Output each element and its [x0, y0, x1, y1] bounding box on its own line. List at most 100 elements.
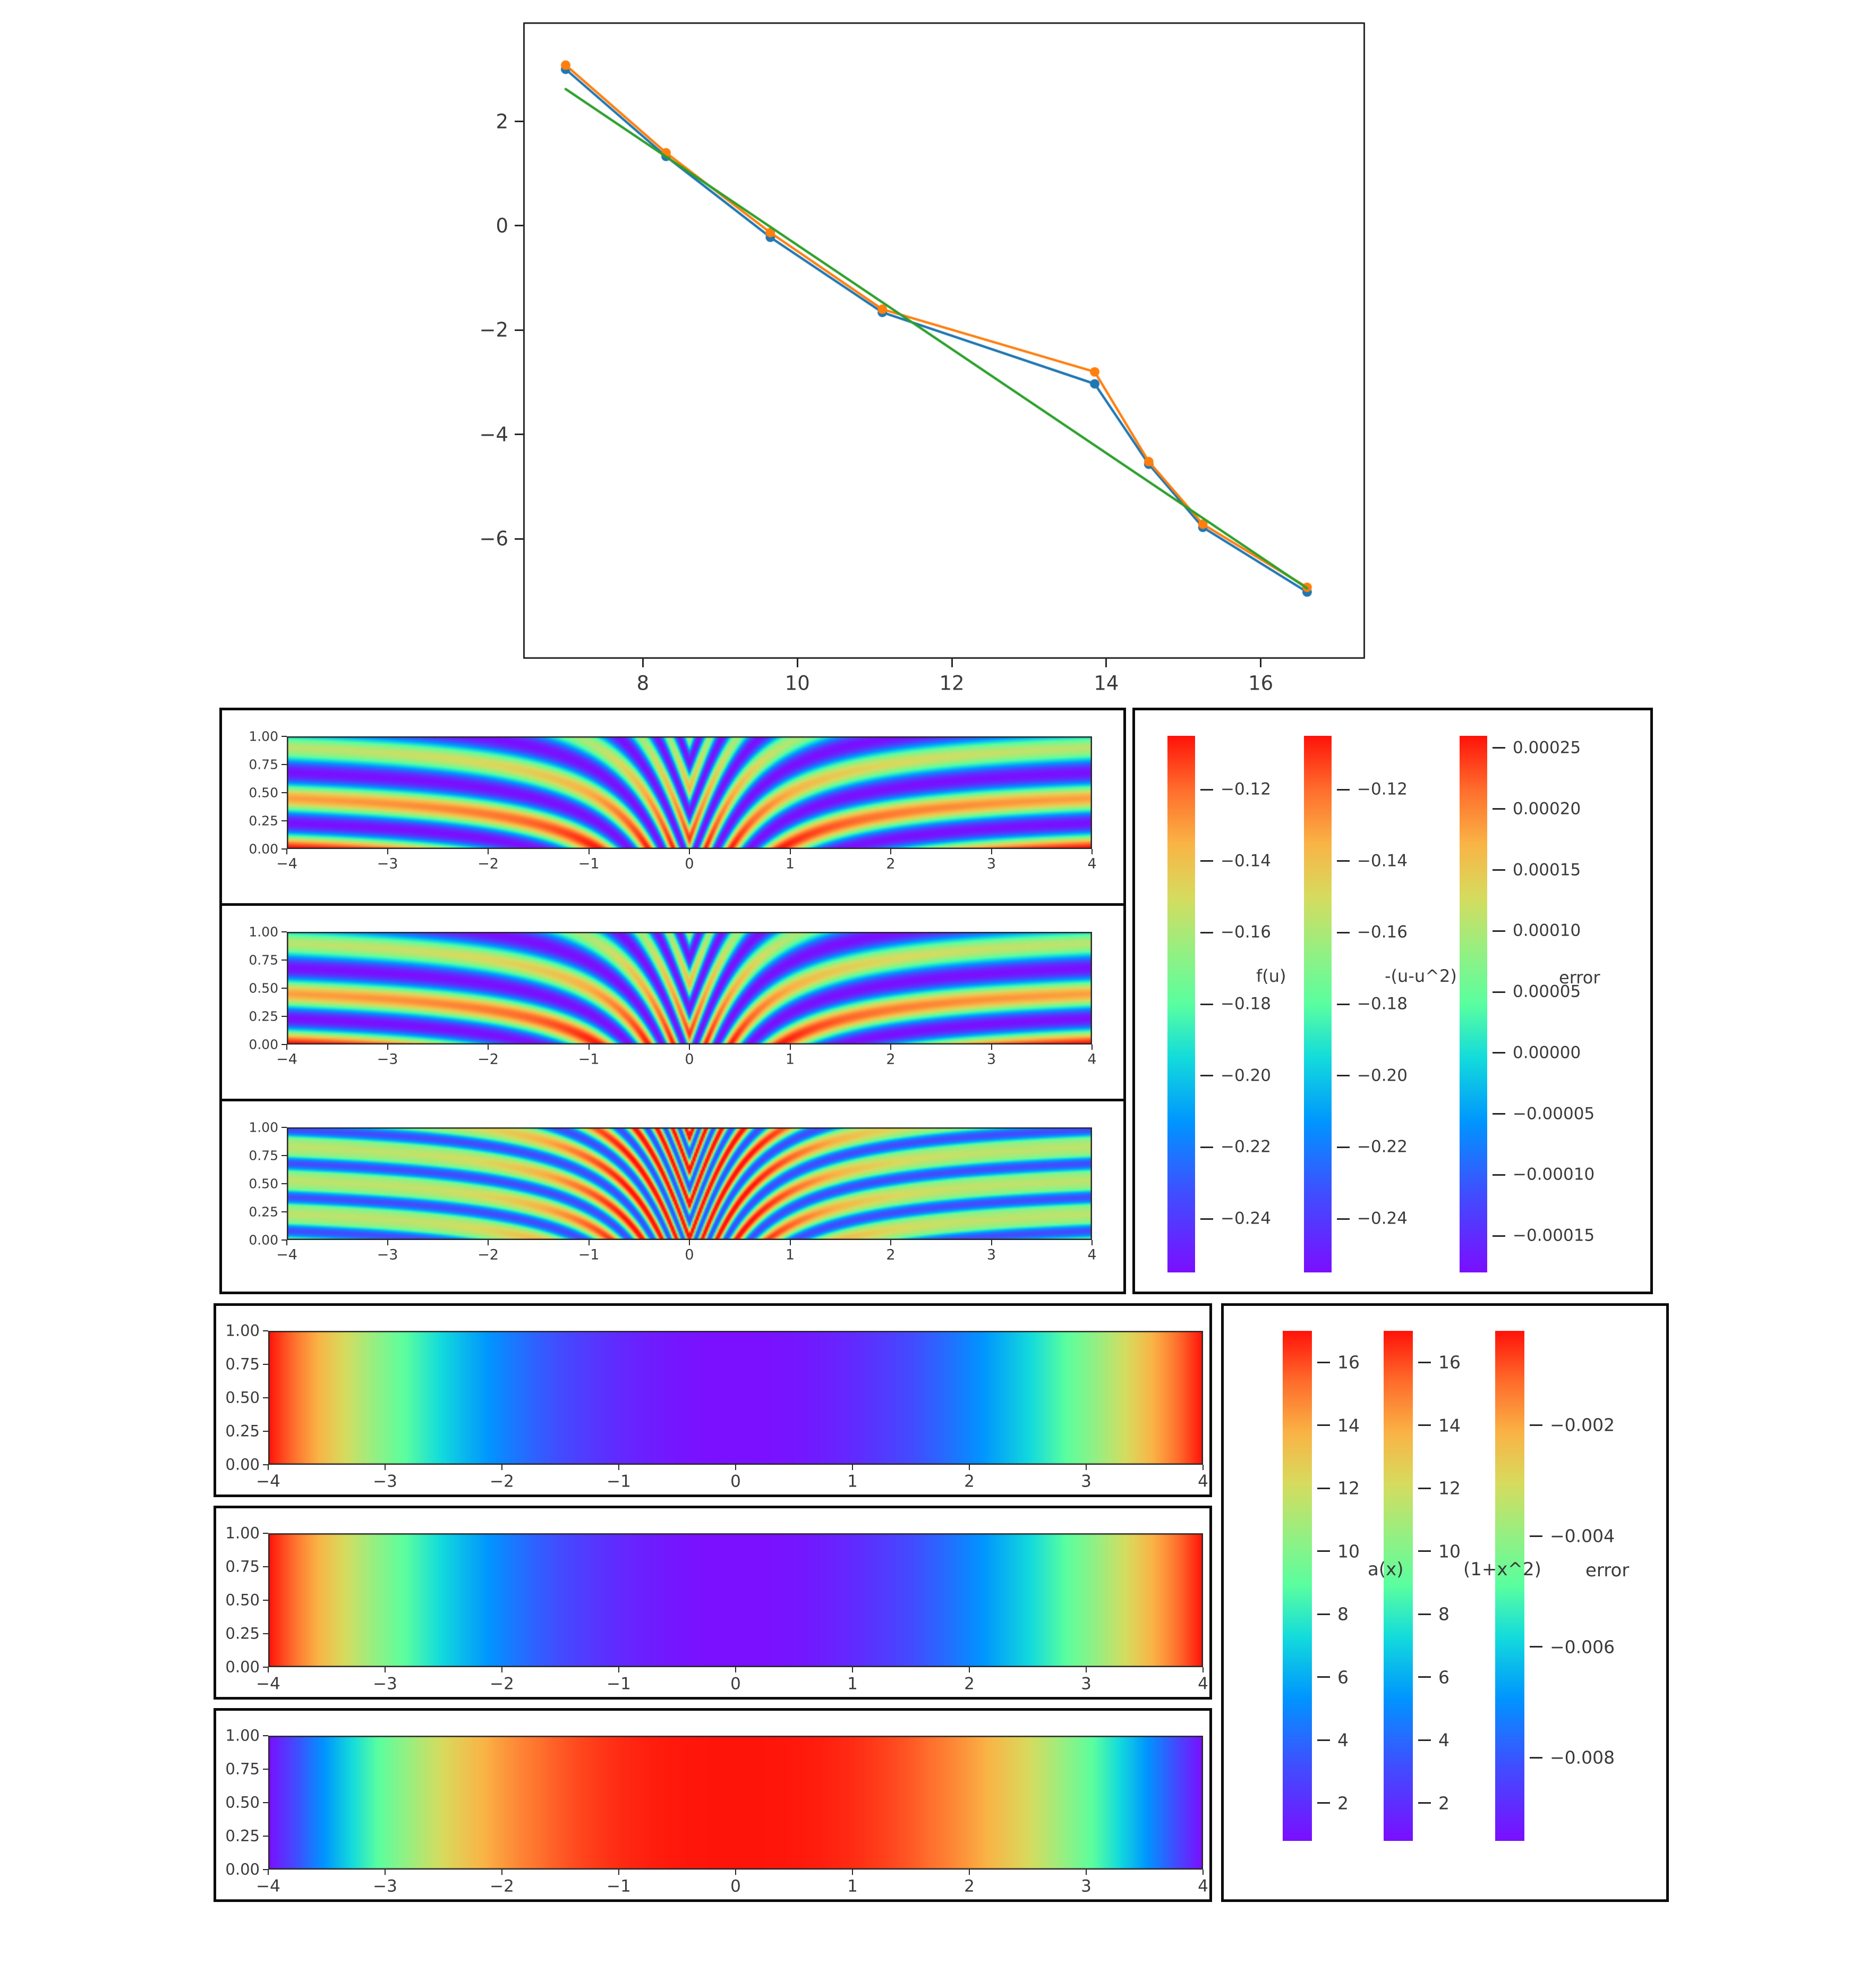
- tick-mark: [1337, 1218, 1350, 1220]
- colorbar-tick-label: 14: [1337, 1415, 1360, 1436]
- strip-x-tick-label: 2: [886, 855, 896, 872]
- y-tick-label: −2: [479, 318, 508, 342]
- colorbar-tick-label: 12: [1337, 1478, 1360, 1499]
- wave-heatmap-2: [287, 932, 1092, 1045]
- strip-x-tick-label: −3: [373, 1472, 397, 1491]
- strip-x-tick-label: −3: [373, 1876, 397, 1896]
- colorbar-tick-label: −0.24: [1221, 1209, 1271, 1228]
- tick-mark: [282, 988, 287, 989]
- colorbar-tick-label: 14: [1438, 1415, 1461, 1436]
- tick-mark: [501, 1465, 502, 1470]
- x-tick-label: 16: [1248, 672, 1274, 695]
- colorbar-exact: [1304, 736, 1332, 1272]
- gradient-heatmap-1: [268, 1331, 1203, 1465]
- strip-x-tick-label: −1: [578, 1246, 600, 1263]
- tick-mark: [1530, 1756, 1542, 1759]
- colorbar-tick-label: 8: [1438, 1603, 1449, 1625]
- strip-x-tick-label: 3: [1081, 1472, 1092, 1491]
- colorbar-tick-label: 0.00010: [1513, 921, 1581, 940]
- tick-mark: [789, 849, 791, 854]
- colorbar-tick-label: −0.22: [1357, 1137, 1408, 1157]
- tick-mark: [263, 1667, 268, 1668]
- tick-mark: [1203, 1465, 1204, 1470]
- tick-mark: [282, 792, 287, 793]
- strip-y-tick-label: 0.50: [249, 980, 278, 996]
- tick-mark: [282, 764, 287, 765]
- strip-x-tick-label: 2: [964, 1876, 975, 1896]
- tick-mark: [385, 1870, 386, 1875]
- colorbar-tick-label: −0.14: [1357, 851, 1408, 871]
- tick-mark: [969, 1465, 970, 1470]
- tick-mark: [1200, 788, 1213, 791]
- tick-mark: [890, 1045, 891, 1050]
- tick-mark: [890, 849, 891, 854]
- strip-x-tick-label: −4: [276, 1246, 297, 1263]
- strip-x-tick-label: −1: [578, 1051, 600, 1068]
- strip-y-tick-label: 1.00: [249, 1119, 278, 1135]
- colorbar-tick-label: −0.008: [1550, 1747, 1615, 1768]
- strip-y-tick-label: 1.00: [225, 1726, 260, 1745]
- y-tick-label: 0: [496, 214, 508, 237]
- strip-y-tick-label: 0.50: [249, 1176, 278, 1192]
- tick-mark: [618, 1870, 619, 1875]
- x-tick-label: 14: [1094, 672, 1119, 695]
- strip-x-tick-label: −3: [377, 1051, 398, 1068]
- tick-mark: [1092, 1240, 1093, 1245]
- tick-mark: [282, 931, 287, 932]
- strip-y-tick-label: 1.00: [225, 1524, 260, 1542]
- strip-y-tick-label: 0.00: [225, 1455, 260, 1474]
- tick-mark: [1530, 1646, 1542, 1648]
- colorbar-tick-label: 16: [1337, 1352, 1360, 1373]
- colorbar-tick-label: 6: [1438, 1667, 1449, 1688]
- colorbar-tick-label: 4: [1438, 1729, 1449, 1751]
- strip-y-tick-label: 1.00: [249, 728, 278, 744]
- tick-mark: [385, 1667, 386, 1672]
- tick-mark: [1337, 1075, 1350, 1077]
- colorbar-tick-label: −0.00005: [1513, 1104, 1595, 1124]
- tick-mark: [1418, 1802, 1431, 1804]
- tick-mark: [1418, 1676, 1431, 1678]
- strip-y-tick-label: 0.50: [225, 1591, 260, 1609]
- colorbar-tick-label: 8: [1337, 1603, 1349, 1625]
- colorbar-tick-label: 2: [1337, 1793, 1349, 1814]
- tick-mark: [689, 1045, 690, 1050]
- strip-y-tick-label: 0.00: [249, 1232, 278, 1248]
- strip-y-tick-label: 0.00: [249, 1037, 278, 1052]
- tick-mark: [1337, 1003, 1350, 1005]
- strip-x-tick-label: 1: [847, 1472, 858, 1491]
- tick-mark: [263, 1464, 268, 1465]
- colorbar-label: (1+x^2): [1463, 1559, 1541, 1581]
- colorbar-tick-label: 10: [1337, 1541, 1360, 1562]
- strip-x-tick-label: −2: [490, 1674, 514, 1694]
- strip-x-tick-label: 2: [964, 1674, 975, 1694]
- strip-x-tick-label: −2: [477, 1246, 499, 1263]
- tick-mark: [789, 1240, 791, 1245]
- tick-mark: [1337, 1146, 1350, 1148]
- tick-mark: [852, 1667, 853, 1672]
- strip-x-tick-label: 0: [730, 1674, 741, 1694]
- tick-mark: [263, 1836, 268, 1837]
- strip-x-tick-label: 4: [1087, 855, 1097, 872]
- tick-mark: [1493, 1052, 1505, 1054]
- tick-mark: [263, 1633, 268, 1634]
- tick-mark: [735, 1667, 736, 1672]
- strip-x-tick-label: −3: [377, 1246, 398, 1263]
- colorbar-f-u: [1167, 736, 1195, 1272]
- colorbar-tick-label: 12: [1438, 1478, 1461, 1499]
- strip-x-tick-label: 1: [847, 1876, 858, 1896]
- tick-mark: [501, 1667, 502, 1672]
- tick-mark: [488, 849, 489, 854]
- tick-mark: [501, 1870, 502, 1875]
- tick-mark: [1200, 860, 1213, 862]
- tick-mark: [1418, 1550, 1431, 1552]
- strip-y-tick-label: 0.75: [249, 757, 278, 772]
- tick-mark: [263, 1533, 268, 1534]
- colorbar-tick-label: −0.24: [1357, 1209, 1408, 1228]
- tick-mark: [282, 1127, 287, 1128]
- wave-heatmap-1: [287, 736, 1092, 849]
- tick-mark: [1086, 1870, 1087, 1875]
- colorbar-tick-label: 6: [1337, 1667, 1349, 1688]
- tick-mark: [387, 1240, 388, 1245]
- tick-mark: [1200, 931, 1213, 933]
- colorbar-tick-label: 0.00005: [1513, 982, 1581, 1001]
